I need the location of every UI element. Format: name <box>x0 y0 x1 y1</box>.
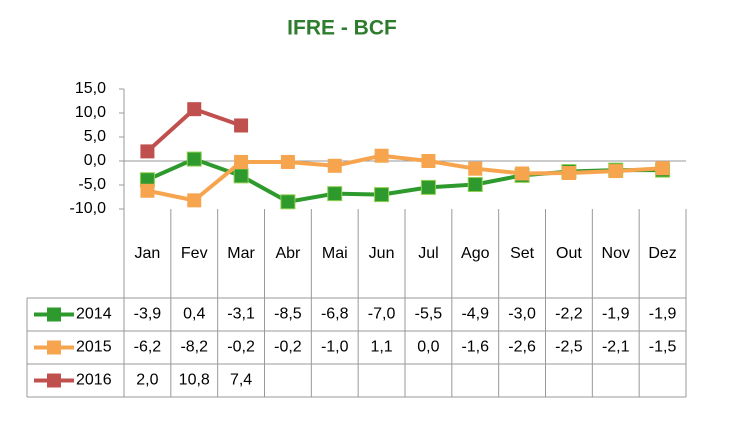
marker <box>608 164 623 179</box>
marker <box>561 166 576 180</box>
table-value: 7,4 <box>230 372 252 389</box>
marker <box>140 183 155 198</box>
x-tick-label: Dez <box>648 245 676 262</box>
table-value: 0,0 <box>417 339 439 356</box>
x-tick-label: Mar <box>227 245 255 262</box>
table-value: 1,1 <box>370 339 392 356</box>
table-value: -1,0 <box>321 339 349 356</box>
marker <box>187 193 202 208</box>
x-tick-label: Abr <box>275 245 301 262</box>
y-tick-label: 5,0 <box>84 128 106 145</box>
marker <box>280 194 296 210</box>
x-tick-label: Out <box>556 245 582 262</box>
y-tick-label: -10,0 <box>70 200 107 217</box>
table-value: -2,5 <box>555 339 583 356</box>
legend-label: 2015 <box>76 339 112 356</box>
legend-key-marker <box>47 340 61 355</box>
marker <box>515 166 530 181</box>
x-tick-label: Jan <box>135 245 161 262</box>
x-tick-label: Nov <box>602 245 630 262</box>
table-value: -6,8 <box>321 306 349 323</box>
table-value: -1,5 <box>649 339 677 356</box>
marker <box>140 144 155 159</box>
marker <box>374 187 390 203</box>
y-tick-label: 15,0 <box>75 80 106 97</box>
table-value: -1,9 <box>602 306 630 323</box>
x-tick-label: Jun <box>369 245 395 262</box>
table-value: -1,6 <box>461 339 489 356</box>
legend-key-marker <box>47 373 61 388</box>
table-value: 10,8 <box>179 372 210 389</box>
marker <box>327 186 343 202</box>
x-tick-label: Ago <box>461 245 490 262</box>
marker <box>327 158 342 173</box>
table-value: -0,2 <box>274 339 302 356</box>
legend-key-marker <box>47 307 61 322</box>
table-value: -8,2 <box>180 339 208 356</box>
table-value: -3,1 <box>227 306 255 323</box>
x-tick-label: Jul <box>418 245 438 262</box>
series-line <box>147 153 663 203</box>
marker <box>280 154 295 169</box>
table-value: -5,5 <box>415 306 443 323</box>
marker <box>233 168 249 184</box>
marker <box>374 148 389 163</box>
series-line <box>146 157 663 204</box>
legend-label: 2016 <box>76 372 112 389</box>
table-value: -3,0 <box>508 306 536 323</box>
y-tick-label: 0,0 <box>84 152 106 169</box>
marker <box>186 151 202 167</box>
marker <box>234 118 249 133</box>
table-value: -2,2 <box>555 306 583 323</box>
table-value: 0,4 <box>183 306 205 323</box>
table-value: -2,1 <box>602 339 630 356</box>
table-value: -0,2 <box>227 339 255 356</box>
table-value: -4,9 <box>461 306 489 323</box>
marker <box>467 177 483 193</box>
x-tick-label: Set <box>510 245 535 262</box>
table-value: 2,0 <box>136 372 158 389</box>
y-tick-label: 10,0 <box>75 104 106 121</box>
x-tick-label: Fev <box>181 245 208 262</box>
marker <box>187 102 202 117</box>
legend-label: 2014 <box>76 306 112 323</box>
chart-title: IFRE - BCF <box>287 17 397 40</box>
table-value: -8,5 <box>274 306 302 323</box>
table-value: -1,9 <box>649 306 677 323</box>
marker <box>468 161 483 176</box>
x-tick-label: Mai <box>322 245 348 262</box>
marker <box>421 154 436 168</box>
marker <box>420 179 436 195</box>
table-value: -3,9 <box>134 306 162 323</box>
marker <box>655 161 670 176</box>
table-value: -6,2 <box>134 339 162 356</box>
table-value: -2,6 <box>508 339 536 356</box>
marker <box>234 154 249 169</box>
table-value: -7,0 <box>368 306 396 323</box>
y-tick-label: -5,0 <box>78 176 106 193</box>
